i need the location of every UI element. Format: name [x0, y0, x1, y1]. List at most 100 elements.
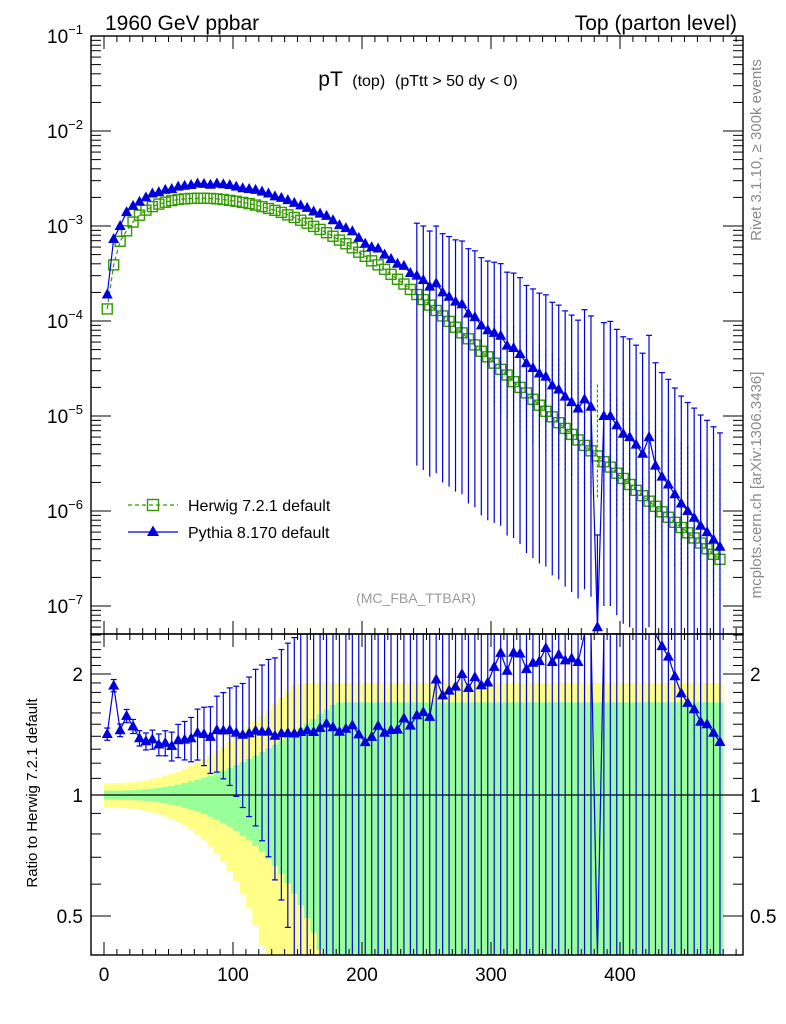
- main-y-tick-label: 10−6: [47, 497, 83, 523]
- ratio-y-tick-label-right: 2: [750, 665, 761, 686]
- ratio-point: [108, 679, 120, 690]
- pythia-point: [398, 259, 410, 270]
- pythia-point: [695, 519, 707, 530]
- herwig-point: [314, 223, 326, 236]
- ratio-band-green-bin: [226, 768, 234, 827]
- pythia-point: [669, 488, 681, 499]
- x-tick-label: 200: [346, 965, 378, 986]
- herwig-point: [159, 196, 171, 208]
- pythia-point: [643, 431, 655, 442]
- pythia-point: [346, 225, 358, 236]
- plot-title-sub2: (pTtt > 50 dy < 0): [395, 73, 518, 90]
- pythia-point: [527, 362, 539, 373]
- pythia-point: [482, 324, 494, 335]
- ratio-point: [333, 725, 345, 736]
- main-y-tick-mantissa: 10: [47, 217, 68, 238]
- pythia-point: [488, 326, 500, 337]
- pythia-point: [140, 191, 152, 202]
- ratio-point: [166, 739, 178, 750]
- legend-pythia-marker: [147, 525, 159, 536]
- main-y-tick-exponent: −7: [68, 592, 83, 607]
- pythia-point: [333, 219, 345, 230]
- pythia-point: [469, 311, 481, 322]
- herwig-point: [191, 192, 204, 204]
- pythia-point: [546, 379, 558, 390]
- plot-title-main: pT: [318, 68, 343, 91]
- herwig-point: [262, 202, 275, 215]
- main-y-tick-label: 10−4: [47, 307, 83, 333]
- pythia-point: [314, 207, 326, 218]
- pythia-point: [514, 347, 526, 358]
- ratio-point: [688, 703, 700, 714]
- pythia-point: [114, 220, 126, 230]
- mcplots-label: mcplots.cern.ch [arXiv:1306.3436]: [748, 372, 765, 599]
- ratio-band-green-bin: [233, 765, 240, 831]
- pythia-point: [417, 274, 429, 285]
- pythia-point: [379, 248, 391, 259]
- ratio-point: [701, 718, 713, 729]
- ratio-y-axis-label: Ratio to Herwig 7.2.1 default: [24, 698, 41, 888]
- pythia-point: [321, 209, 333, 220]
- pythia-point: [224, 179, 236, 190]
- ratio-band-green-bin: [220, 770, 227, 824]
- legend-herwig-marker: [146, 498, 160, 512]
- ratio-point: [243, 727, 255, 738]
- pythia-point: [127, 199, 139, 210]
- pythia-point: [662, 478, 674, 489]
- main-y-tick-label: 10−1: [47, 22, 83, 48]
- herwig-point: [353, 246, 365, 258]
- main-y-tick-exponent: −1: [68, 22, 83, 37]
- herwig-point: [230, 195, 242, 207]
- pythia-point: [327, 214, 339, 225]
- herwig-point: [340, 238, 352, 250]
- ratio-y-tick-label-left: 0.5: [57, 907, 83, 928]
- legend-pythia-label: Pythia 8.170 default: [188, 525, 330, 542]
- pythia-point: [649, 459, 661, 470]
- plot-title-sub1: (top): [352, 73, 385, 90]
- pythia-point: [366, 241, 378, 252]
- main-y-tick-exponent: −6: [68, 497, 83, 512]
- pythia-point: [443, 290, 455, 301]
- herwig-point: [320, 227, 333, 239]
- herwig-point: [236, 196, 249, 209]
- ratio-panel: 0 100 200 300 400 2 2 1 1 0.5 0.5: [57, 36, 776, 986]
- ratio-point: [185, 732, 197, 743]
- ratio-band-green-bin: [207, 775, 215, 817]
- herwig-point: [224, 194, 236, 207]
- pythia-point: [404, 267, 416, 278]
- pythia-point: [540, 370, 552, 381]
- pythia-point: [533, 367, 545, 378]
- pythia-point: [553, 383, 565, 394]
- main-y-tick-label: 10−7: [47, 592, 83, 618]
- pythia-point: [250, 183, 262, 194]
- herwig-point: [301, 217, 313, 229]
- pythia-point: [237, 182, 249, 193]
- herwig-point: [120, 225, 133, 237]
- x-tick-label: 0: [99, 965, 110, 986]
- main-y-tick-label: 10−2: [47, 117, 83, 143]
- pythia-point: [701, 526, 713, 537]
- ratio-point: [514, 647, 526, 658]
- pythia-point: [566, 396, 578, 407]
- pythia-point: [243, 183, 255, 194]
- pythia-point: [437, 286, 449, 297]
- pythia-point: [353, 231, 365, 242]
- pythia-point: [682, 505, 694, 515]
- pythia-point: [611, 419, 623, 430]
- pythia-point: [450, 295, 462, 306]
- x-tick-label: 300: [475, 965, 507, 986]
- main-y-tick-mantissa: 10: [47, 27, 68, 48]
- pythia-point: [456, 298, 468, 309]
- herwig-point: [275, 206, 288, 219]
- herwig-point: [249, 199, 262, 211]
- herwig-point: [307, 220, 320, 233]
- pythia-point: [688, 511, 700, 522]
- pythia-point: [411, 269, 423, 280]
- ratio-point: [301, 724, 313, 735]
- pythia-point: [385, 252, 397, 263]
- pythia-point: [708, 533, 720, 544]
- herwig-point: [288, 211, 300, 224]
- plot-title: pT (top) (pTtt > 50 dy < 0): [318, 68, 517, 91]
- main-y-tick-exponent: −3: [68, 212, 83, 227]
- ratio-band-green-bin: [213, 773, 221, 820]
